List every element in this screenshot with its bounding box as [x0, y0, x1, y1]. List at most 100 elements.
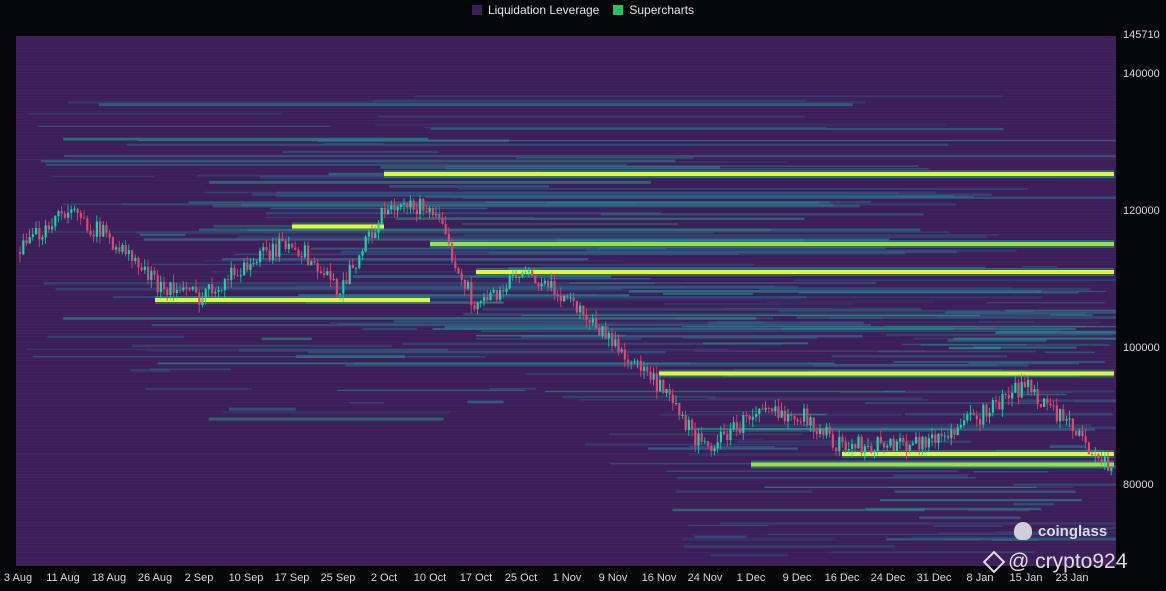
- heatmap-texture-row: [16, 237, 1116, 238]
- candle-body: [1004, 394, 1007, 395]
- candle-body: [838, 436, 841, 452]
- heatmap-texture-row: [16, 210, 1116, 211]
- heatmap-texture-row: [16, 474, 1116, 475]
- candle-body: [518, 276, 521, 279]
- candle-body: [444, 223, 447, 234]
- candle-body: [809, 417, 812, 426]
- candle-body: [595, 318, 598, 329]
- liquidation-level-line: [1018, 393, 1067, 396]
- candle-body: [505, 288, 508, 292]
- candle-body: [294, 247, 297, 250]
- candle-body: [502, 290, 505, 292]
- heatmap-texture-row: [16, 81, 1116, 82]
- liquidation-level-line: [62, 203, 637, 205]
- heatmap-texture-row: [16, 102, 1116, 103]
- heatmap-texture-row: [16, 378, 1116, 379]
- candle-body: [614, 339, 617, 347]
- x-tick-label: 17 Oct: [459, 572, 493, 584]
- liquidation-level-line: [609, 433, 803, 435]
- candle-body: [924, 436, 927, 448]
- candle-body: [127, 250, 130, 255]
- candle-body: [339, 293, 342, 295]
- heatmap-texture-row: [16, 147, 1116, 148]
- liquidation-level-line: [585, 443, 913, 446]
- heatmap-texture-row: [16, 465, 1116, 466]
- candle-body: [1052, 405, 1055, 407]
- candle-body: [335, 278, 338, 295]
- candle-body: [383, 207, 386, 214]
- liquidation-level-line: [482, 307, 922, 311]
- coinglass-logo-icon: [1014, 522, 1032, 540]
- liquidation-level-line: [549, 228, 773, 230]
- liquidation-level-line: [688, 453, 914, 456]
- liquidation-level-line: [911, 536, 1116, 540]
- liquidation-level-line: [676, 476, 977, 479]
- candle-body: [543, 280, 546, 284]
- candle-body: [159, 281, 162, 293]
- liquidation-level-line: [380, 165, 721, 169]
- liquidation-band: [659, 371, 1114, 376]
- liquidation-level-line: [229, 407, 296, 411]
- liquidation-level-line: [901, 343, 1027, 346]
- heatmap-texture-row: [16, 396, 1116, 397]
- legend-item-supercharts[interactable]: Supercharts: [613, 3, 694, 17]
- liquidation-level-line: [521, 335, 863, 338]
- candle-body: [54, 215, 57, 227]
- heatmap-texture-row: [16, 444, 1116, 445]
- candle-body: [460, 273, 463, 280]
- candle-body: [819, 428, 822, 435]
- candle-body: [607, 332, 610, 339]
- candle-body: [495, 290, 498, 300]
- candle-body: [307, 245, 310, 266]
- candle-body: [937, 433, 940, 443]
- heatmap-texture-row: [16, 291, 1116, 292]
- candle-body: [671, 394, 674, 404]
- candle-body: [972, 412, 975, 416]
- candle-body: [956, 427, 959, 435]
- x-tick-label: 24 Nov: [687, 572, 723, 584]
- liquidation-level-line: [720, 522, 1116, 525]
- heatmap-texture-row: [16, 561, 1116, 562]
- author-label: @ crypto924: [1008, 550, 1128, 573]
- liquidation-level-line: [948, 346, 1001, 350]
- candle-body: [1062, 409, 1065, 421]
- x-tick-label: 10 Sep: [228, 572, 264, 584]
- candle-body: [617, 339, 620, 352]
- liquidation-level-line: [145, 350, 761, 352]
- candle-body: [854, 444, 857, 449]
- liquidation-level-line: [354, 362, 690, 365]
- x-tick-label: 25 Oct: [504, 572, 538, 584]
- legend-item-liquidation[interactable]: Liquidation Leverage: [471, 3, 599, 17]
- heatmap-texture-row: [16, 216, 1116, 217]
- heatmap-texture-row: [16, 300, 1116, 301]
- candle-body: [678, 403, 681, 416]
- author-watermark: @ crypto924: [982, 550, 1128, 574]
- candle-body: [1023, 381, 1026, 388]
- heatmap-texture-row: [16, 84, 1116, 85]
- candle-body: [566, 295, 569, 298]
- liquidation-level-line: [1005, 309, 1116, 312]
- heatmap-texture-row: [16, 543, 1116, 544]
- candle-body: [1103, 456, 1106, 462]
- liquidation-level-line: [919, 516, 1021, 519]
- liquidation-level-line: [28, 112, 282, 115]
- heatmap-texture-row: [16, 429, 1116, 430]
- candle-body: [319, 271, 322, 274]
- candle-body: [806, 408, 809, 426]
- liquidation-level-line: [1054, 527, 1116, 530]
- heatmap-texture-row: [16, 420, 1116, 421]
- heatmap-texture-row: [16, 72, 1116, 73]
- candle-body: [556, 294, 559, 296]
- heatmap-texture-row: [16, 111, 1116, 112]
- heatmap-texture-row: [16, 558, 1116, 559]
- heatmap-texture-row: [16, 279, 1116, 280]
- liquidation-level-line: [666, 470, 958, 472]
- heatmap-texture-row: [16, 498, 1116, 499]
- candle-body: [268, 250, 271, 260]
- candle-body: [726, 434, 729, 440]
- candle-body: [310, 261, 313, 266]
- candle-body: [473, 305, 476, 310]
- liquidation-level-line: [223, 411, 450, 414]
- candle-body: [537, 283, 540, 287]
